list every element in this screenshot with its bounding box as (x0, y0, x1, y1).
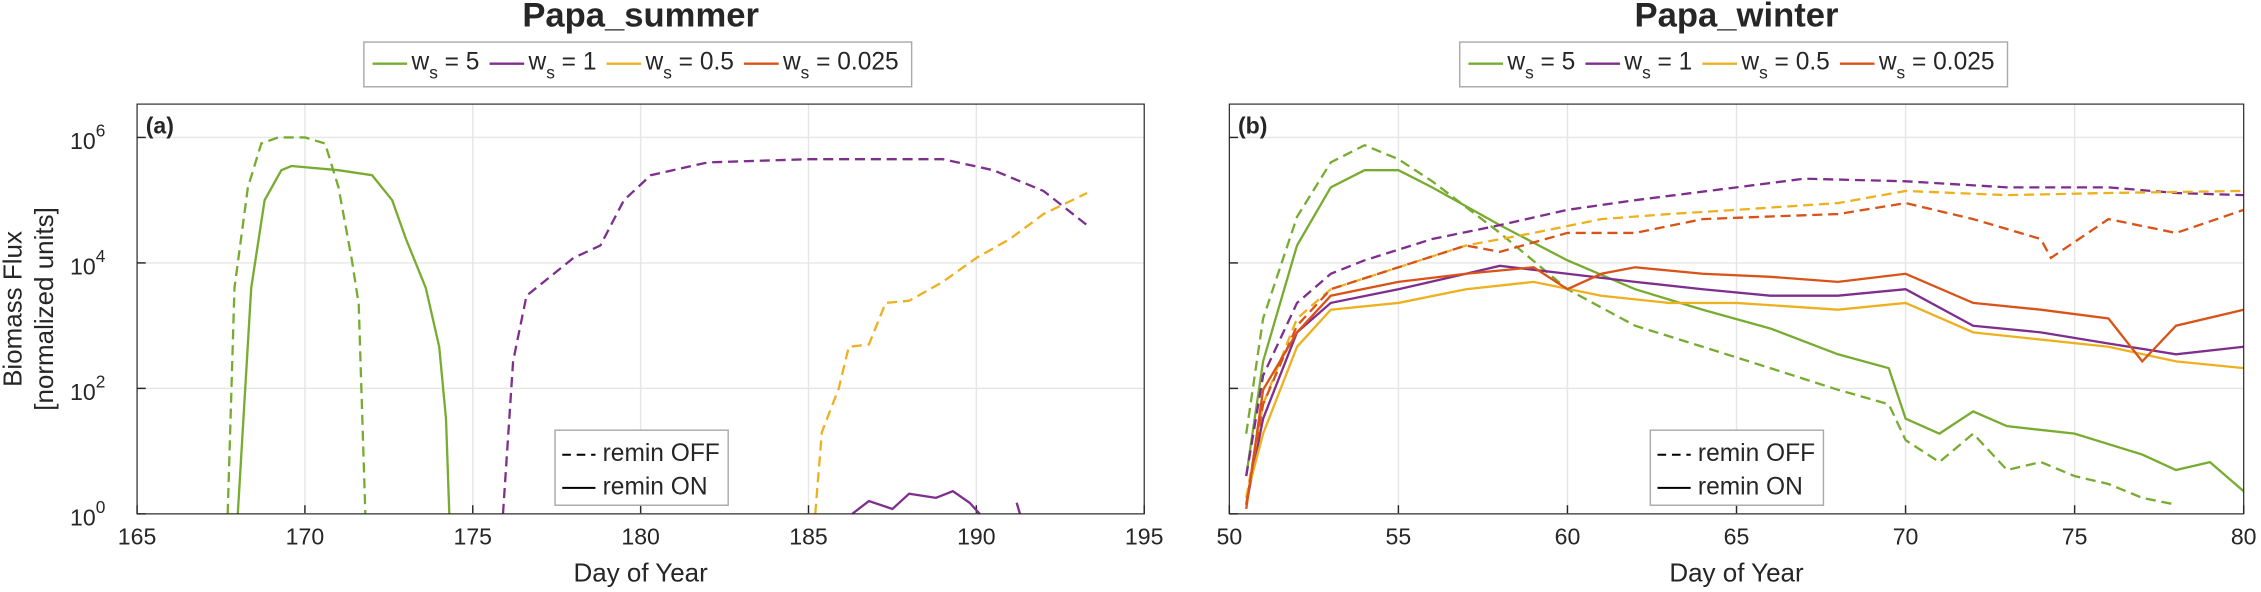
legend-text-part: w (1506, 49, 1525, 76)
data-line (1245, 189, 2244, 499)
y-tick-base: 10 (70, 379, 96, 405)
x-tick-label: 190 (957, 523, 996, 549)
legend-label: ws = 0.025 (782, 49, 899, 82)
x-tick-label: 60 (1555, 523, 1581, 549)
x-tick-label: 170 (286, 523, 325, 549)
axes-box (136, 103, 1145, 515)
legend-text-part: s (1897, 62, 1906, 82)
y-tick-label: 104 (70, 246, 106, 280)
axes-box (1228, 103, 2245, 515)
data-line (814, 191, 1088, 514)
legend-label: remin OFF (603, 440, 720, 467)
chart-title: Papa_summer (522, 0, 759, 35)
x-tick-label: 80 (2231, 523, 2257, 549)
legend-text-part: = 0.025 (809, 49, 898, 76)
legend-text-part: w (528, 49, 547, 76)
panel-label: (b) (1238, 112, 1267, 138)
legend-text-part: = 0.5 (672, 49, 734, 76)
y-tick-label: 100 (70, 497, 105, 531)
data-line (226, 136, 367, 514)
y-tick-exponent: 4 (96, 246, 106, 266)
y-tick-base: 10 (70, 254, 96, 280)
x-axis-label: Day of Year (1669, 557, 1804, 587)
legend-label: ws = 1 (1623, 49, 1692, 82)
legend-label: ws = 0.5 (1740, 49, 1829, 82)
data-line (1245, 169, 2245, 493)
legend-text-part: w (1740, 49, 1759, 76)
legend-label: ws = 5 (410, 49, 479, 82)
y-axis-label: [normalized units] (29, 207, 59, 411)
y-tick-label: 102 (70, 371, 105, 405)
legend-text-part: w (645, 49, 664, 76)
data-line (851, 489, 1022, 515)
x-tick-label: 165 (118, 523, 157, 549)
legend-label: ws = 5 (1506, 49, 1575, 82)
x-axis-label: Day of Year (574, 557, 709, 587)
x-tick-label: 75 (2062, 523, 2088, 549)
legend-label: remin ON (603, 473, 708, 500)
y-tick-exponent: 2 (96, 371, 106, 391)
legend-text-part: w (1878, 49, 1897, 76)
legend-box (554, 429, 729, 506)
x-tick-label: 65 (1724, 523, 1750, 549)
legend-label: ws = 1 (528, 49, 597, 82)
legend-text-part: = 5 (1534, 49, 1576, 76)
y-tick-exponent: 0 (96, 497, 106, 517)
legend-label: remin ON (1698, 473, 1803, 500)
legend-text-part: = 0.5 (1768, 49, 1830, 76)
y-axis-label: Biomass Flux (0, 231, 27, 387)
legend-text-part: = 0.025 (1905, 49, 1994, 76)
legend-label: ws = 0.5 (645, 49, 734, 82)
legend-box (1649, 429, 1825, 506)
legend-text-part: s (1642, 62, 1651, 82)
legend-text-part: s (1759, 62, 1768, 82)
data-line (236, 164, 451, 514)
x-tick-label: 195 (1125, 523, 1164, 549)
legend-text-part: s (1525, 62, 1534, 82)
x-tick-label: 55 (1386, 523, 1412, 549)
legend-text-part: s (663, 62, 672, 82)
legend-text-part: = 5 (438, 49, 480, 76)
data-line (1245, 143, 2177, 506)
y-tick-base: 10 (70, 128, 96, 154)
x-tick-label: 185 (789, 523, 828, 549)
legend-text-part: s (546, 62, 555, 82)
x-tick-label: 180 (621, 523, 660, 549)
data-line (1245, 280, 2244, 499)
legend-text-part: w (410, 49, 429, 76)
legend-text-part: s (801, 62, 810, 82)
legend-text-part: w (1623, 49, 1642, 76)
data-line (1245, 264, 2244, 505)
legend-label: remin OFF (1698, 440, 1815, 467)
x-tick-label: 70 (1893, 523, 1919, 549)
x-tick-label: 175 (454, 523, 493, 549)
legend-text-part: = 1 (1651, 49, 1693, 76)
y-tick-exponent: 6 (96, 120, 106, 140)
x-tick-label: 50 (1217, 523, 1243, 549)
data-line (1245, 266, 2244, 510)
data-line (1245, 201, 2245, 505)
panel-label: (a) (146, 112, 174, 138)
legend-text-part: = 1 (555, 49, 597, 76)
chart-title: Papa_winter (1635, 0, 1839, 35)
legend-text-part: s (429, 62, 438, 82)
legend-text-part: w (782, 49, 801, 76)
y-tick-base: 10 (70, 505, 96, 531)
data-line (501, 158, 1088, 514)
legend-label: ws = 0.025 (1878, 49, 1995, 82)
y-tick-label: 106 (70, 120, 105, 154)
